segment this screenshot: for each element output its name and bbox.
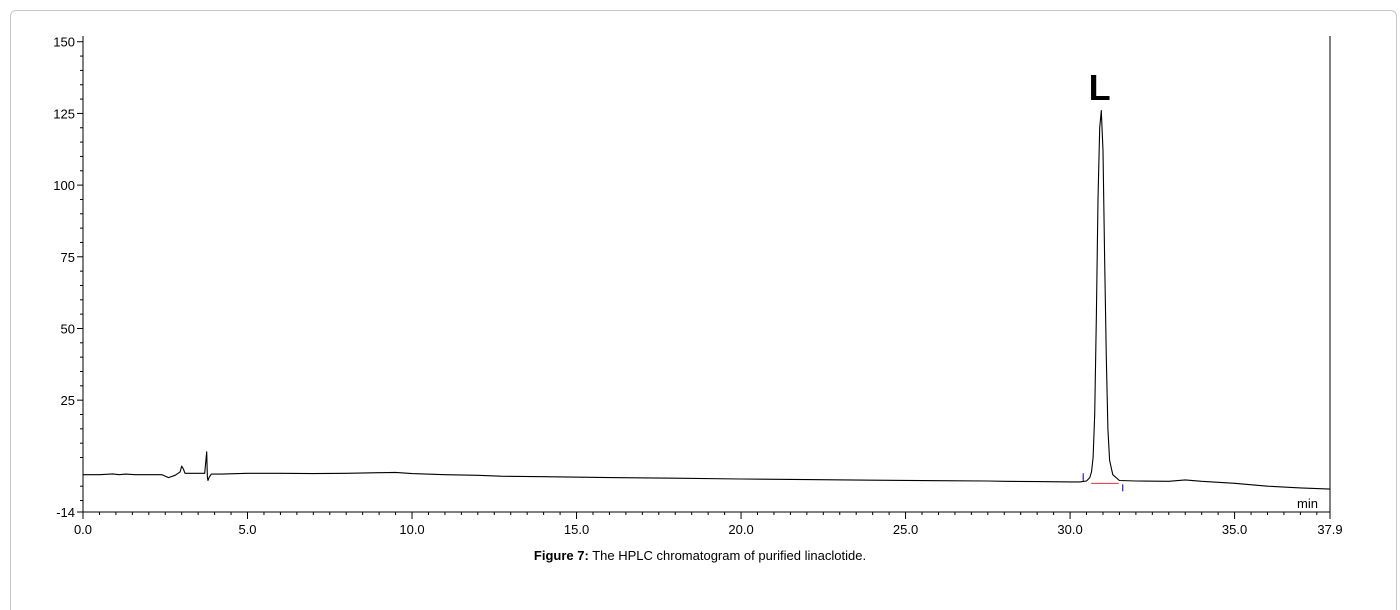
caption-label: Figure 7:: [533, 548, 589, 563]
y-tick-label: 75: [61, 250, 75, 265]
caption-text: The HPLC chromatogram of purified linacl…: [588, 548, 867, 563]
y-tick-label: 150: [53, 35, 75, 50]
chart-plot-area: L: [83, 67, 1331, 492]
x-tick-label: 5.0: [238, 522, 256, 537]
chromatogram-series-line: [83, 110, 1331, 490]
y-tick-label: 125: [53, 106, 75, 121]
x-tick-label: 15.0: [564, 522, 589, 537]
x-tick-label: 25.0: [893, 522, 918, 537]
x-tick-label: 30.0: [1057, 522, 1082, 537]
chart-axes: [82, 36, 1331, 513]
peak-annotation-label: L: [1089, 67, 1111, 108]
y-tick-label: -14: [56, 505, 75, 520]
figure-caption: Figure 7: The HPLC chromatogram of purif…: [0, 548, 1400, 563]
x-tick-label: 0.0: [74, 522, 92, 537]
x-tick-label: 35.0: [1222, 522, 1247, 537]
chart-ticks: 150 125 100 75 50 25 -14 0.0 5.0 10.0 15.0 20.0 25.0…: [53, 35, 1342, 537]
hplc-chromatogram: 150 125 100 75 50 25 -14 0.0 5.0 10.0 15.0 20.0 25.0…: [53, 35, 1342, 537]
x-unit-label: min: [1297, 496, 1318, 511]
x-tick-label: 10.0: [399, 522, 424, 537]
figure-frame: [10, 10, 1397, 610]
x-tick-label: 37.9: [1317, 522, 1342, 537]
x-tick-label: 20.0: [728, 522, 753, 537]
y-tick-label: 50: [61, 321, 75, 336]
y-tick-label: 25: [61, 393, 75, 408]
y-tick-label: 100: [53, 178, 75, 193]
